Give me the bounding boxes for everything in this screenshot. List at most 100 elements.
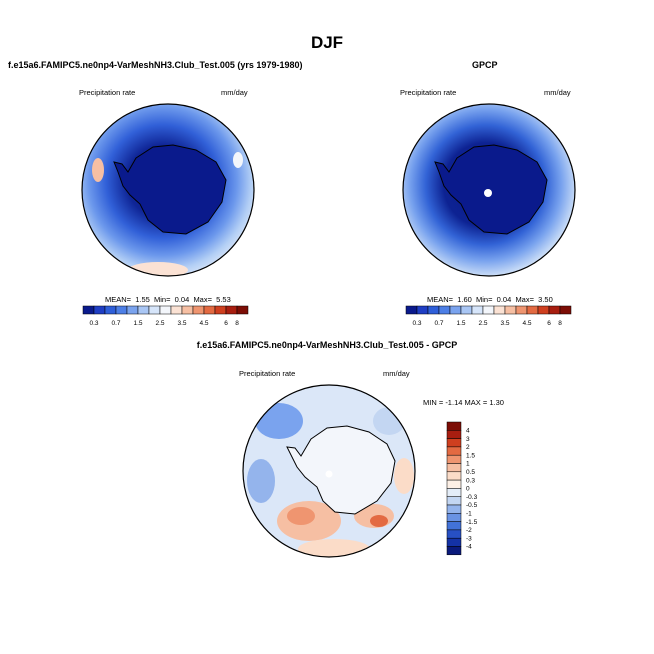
colorbar-tick-label: 3 — [466, 436, 470, 443]
panel2-min-value: 0.04 — [496, 295, 512, 304]
colorbar-swatch — [446, 463, 462, 473]
panel1-max-value: 5.53 — [216, 295, 231, 304]
colorbar-swatch — [449, 305, 462, 315]
colorbar-swatch — [446, 430, 462, 439]
colorbar-swatch — [126, 305, 139, 315]
colorbar-tick-label: 8 — [558, 320, 562, 327]
colorbar-swatch — [515, 305, 528, 315]
colorbar-swatch — [471, 305, 484, 315]
colorbar-swatch — [446, 513, 462, 522]
panel1-min-label: Min= — [154, 295, 171, 304]
panel2-max-value: 3.50 — [538, 295, 553, 304]
colorbar-swatch — [148, 305, 161, 315]
panel3-wet-bias-patch — [298, 539, 370, 557]
panel2-map-border — [402, 103, 576, 277]
panel1-units-label: mm/day — [221, 88, 248, 97]
colorbar-swatch — [115, 305, 128, 315]
colorbar-swatch — [446, 521, 462, 531]
colorbar-tick-label: 0 — [466, 486, 470, 493]
panel1-variable-label: Precipitation rate — [79, 88, 136, 97]
colorbar-swatch — [446, 421, 462, 431]
colorbar-swatch — [225, 305, 238, 315]
colorbar-tick-label: 2.5 — [478, 320, 487, 327]
panel3-wet-bias-patch — [394, 458, 414, 494]
panel3-map-border — [242, 384, 416, 558]
panel3-dry-bias-patch — [373, 407, 405, 435]
panel3-pole-missing-data — [325, 470, 333, 478]
colorbar-tick-label: 1.5 — [466, 452, 475, 459]
page-title: DJF — [310, 33, 344, 52]
colorbar-swatch — [446, 546, 462, 556]
colorbar-swatch — [214, 305, 227, 315]
colorbar-swatch — [159, 305, 172, 315]
panel2-polar-map — [402, 103, 576, 277]
colorbar-swatch — [446, 537, 462, 547]
colorbar-swatch — [416, 305, 429, 315]
panel3-units-label: mm/day — [383, 369, 410, 378]
colorbar-swatch — [504, 305, 517, 315]
colorbar-swatch — [427, 305, 440, 315]
colorbar-tick-label: 6 — [547, 320, 551, 327]
colorbar-swatch — [137, 305, 150, 315]
colorbar-tick-label: 0.3 — [89, 320, 98, 327]
colorbar-swatch — [446, 496, 462, 506]
colorbar-tick-label: -0.5 — [466, 502, 478, 509]
panel2-variable-label: Precipitation rate — [400, 88, 457, 97]
panel1-stats: MEAN= 1.55 Min= 0.04 Max= 5.53 — [105, 295, 231, 304]
colorbar-tick-label: 1 — [466, 461, 470, 468]
panel1-mean-label: MEAN= — [105, 295, 132, 304]
panel2-pole-missing-data — [484, 189, 492, 197]
colorbar-tick-label: 2 — [466, 444, 470, 451]
colorbar-swatch — [482, 305, 495, 315]
panel1-mean-value: 1.55 — [135, 295, 150, 304]
panel1-colorbar: 0.3 0.7 1.5 2.5 3.5 4.5 6 8 — [82, 305, 249, 327]
panel2-colorbar: 0.3 0.7 1.5 2.5 3.5 4.5 6 8 — [405, 305, 572, 327]
panel3-max-label: MAX = — [464, 398, 488, 407]
colorbar-swatch — [203, 305, 216, 315]
colorbar-tick-label: 0.7 — [111, 320, 120, 327]
colorbar-swatch — [181, 305, 194, 315]
panel1-polar-map — [81, 103, 255, 277]
colorbar-swatch — [446, 479, 462, 489]
colorbar-tick-label: -3 — [466, 535, 472, 542]
colorbar-tick-label: 0.7 — [434, 320, 443, 327]
panel3-wet-bias-patch — [370, 515, 388, 527]
colorbar-tick-label: 4.5 — [199, 320, 208, 327]
colorbar-swatch — [559, 305, 572, 315]
colorbar-tick-label: 0.3 — [412, 320, 421, 327]
panel3-variable-label: Precipitation rate — [239, 369, 296, 378]
colorbar-swatch — [548, 305, 561, 315]
colorbar-swatch — [93, 305, 106, 315]
panel2-stats: MEAN= 1.60 Min= 0.04 Max= 3.50 — [427, 295, 553, 304]
colorbar-swatch — [446, 454, 462, 464]
colorbar-swatch — [446, 488, 462, 497]
panel3-polar-map — [242, 384, 416, 558]
panel2-title: GPCP — [472, 60, 498, 70]
panel3-dry-bias-patch — [247, 459, 275, 503]
colorbar-tick-label: 3.5 — [500, 320, 509, 327]
panel3-max-value: 1.30 — [489, 398, 504, 407]
colorbar-swatch — [236, 305, 249, 315]
colorbar-tick-label: 4.5 — [522, 320, 531, 327]
colorbar-swatch — [192, 305, 205, 315]
panel3-antarctica-coastline — [286, 425, 396, 515]
colorbar-swatch — [405, 305, 418, 315]
panel2-mean-value: 1.60 — [457, 295, 472, 304]
panel2-units-label: mm/day — [544, 88, 571, 97]
colorbar-swatch — [170, 305, 183, 315]
colorbar-tick-label: -1 — [466, 511, 472, 518]
colorbar-swatch — [446, 504, 462, 514]
colorbar-swatch — [537, 305, 550, 315]
colorbar-tick-label: -4 — [466, 544, 472, 551]
colorbar-swatch — [526, 305, 539, 315]
colorbar-swatch — [460, 305, 473, 315]
colorbar-tick-label: -1.5 — [466, 519, 478, 526]
colorbar-tick-label: 2.5 — [155, 320, 164, 327]
colorbar-tick-label: 8 — [235, 320, 239, 327]
colorbar-swatch — [82, 305, 95, 315]
colorbar-swatch — [446, 529, 462, 539]
panel3-min-value: -1.14 — [445, 398, 463, 407]
panel3-dry-bias-patch — [255, 403, 303, 439]
colorbar-swatch — [438, 305, 451, 315]
panel1-warm-patch — [92, 158, 104, 182]
